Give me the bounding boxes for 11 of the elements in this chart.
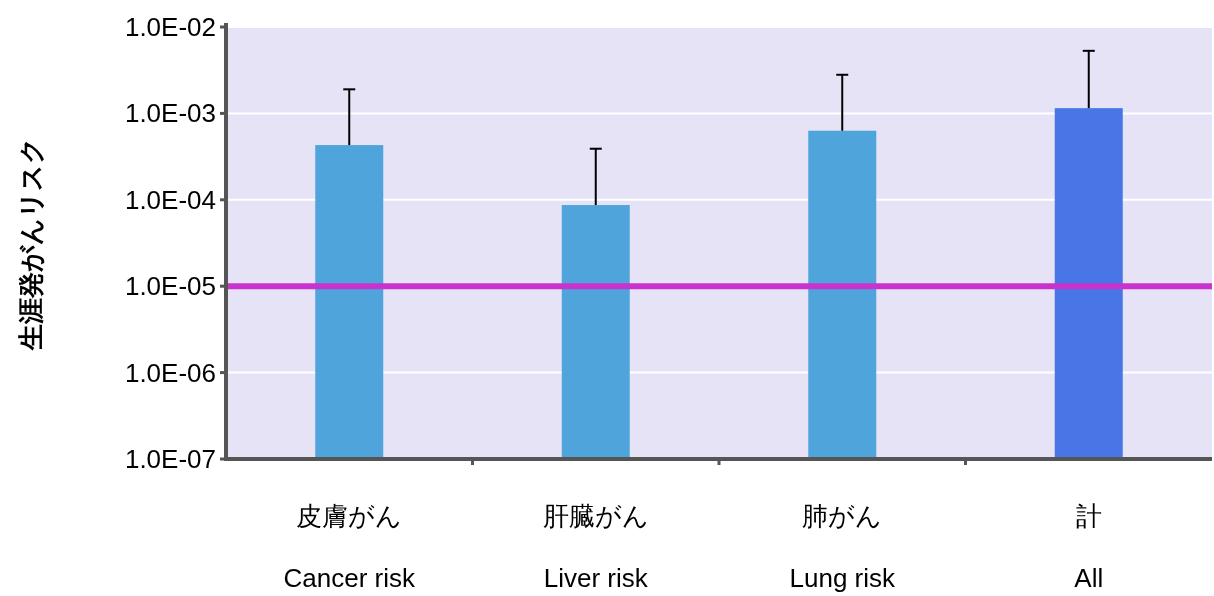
y-tick-label: 1.0E-04: [124, 184, 216, 215]
category-label: 肺がん Lung risk: [789, 501, 895, 593]
y-tick-label: 1.0E-06: [124, 357, 216, 388]
y-tick-label: 1.0E-07: [124, 444, 216, 474]
category-label: 肝臓がん Liver risk: [542, 501, 649, 593]
y-tick-label: 1.0E-03: [124, 98, 216, 129]
y-tick-label: 1.0E-05: [124, 271, 216, 302]
category-label: 計 All: [1074, 501, 1104, 593]
y-tick-label: 1.0E-02: [124, 12, 216, 42]
y-axis-title: 生涯発がんリスク: [16, 136, 46, 351]
category-label: 皮膚がん Cancer risk: [283, 501, 415, 593]
